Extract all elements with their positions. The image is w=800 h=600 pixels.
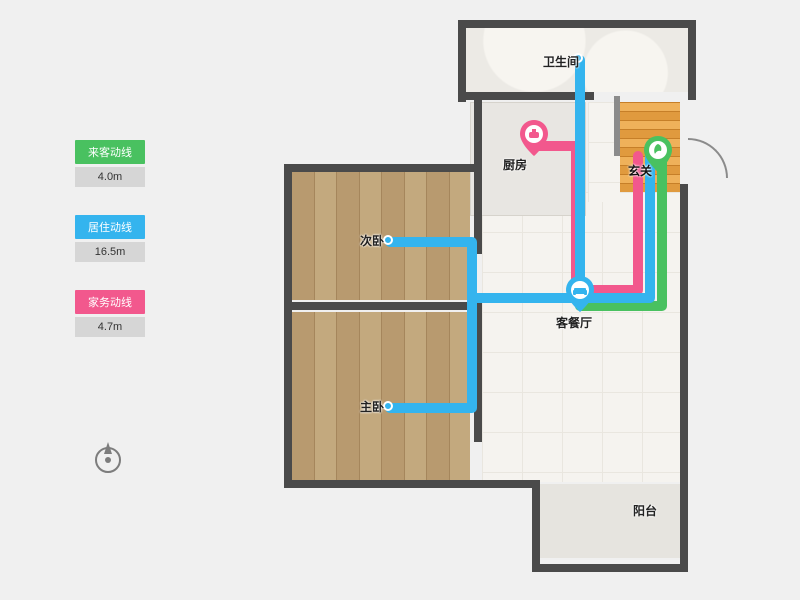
legend-item-guest: 来客动线 4.0m [75,140,145,187]
pin-kitchen [520,120,548,156]
label-master-bedroom: 主卧 [360,398,384,415]
label-kitchen: 厨房 [503,156,527,173]
legend: 来客动线 4.0m 居住动线 16.5m 家务动线 4.7m [75,140,145,365]
legend-item-resident: 居住动线 16.5m [75,215,145,262]
legend-badge: 来客动线 [75,140,145,164]
label-bathroom: 卫生间 [543,53,579,70]
compass-icon [90,440,126,476]
node-secondbed-dot [383,235,393,245]
legend-badge: 居住动线 [75,215,145,239]
legend-value: 16.5m [75,242,145,262]
legend-item-housework: 家务动线 4.7m [75,290,145,337]
label-second-bedroom: 次卧 [360,232,384,249]
pin-living [566,276,594,312]
room-balcony [538,484,680,558]
legend-badge: 家务动线 [75,290,145,314]
label-living-dining: 客餐厅 [556,314,592,331]
legend-value: 4.0m [75,167,145,187]
label-entrance: 玄关 [628,162,652,179]
legend-value: 4.7m [75,317,145,337]
label-balcony: 阳台 [633,502,657,519]
node-masterbed-dot [383,401,393,411]
floor-plan: 卫生间 厨房 玄关 次卧 客餐厅 主卧 阳台 [280,20,720,580]
room-master-bedroom [292,312,470,482]
door-icon [688,138,728,178]
room-living-dining [482,192,680,482]
